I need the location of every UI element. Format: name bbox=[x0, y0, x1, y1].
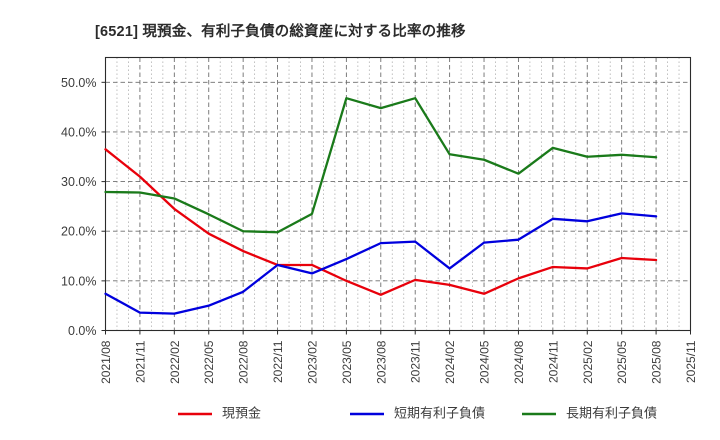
y-axis-tick-label: 10.0% bbox=[61, 274, 96, 288]
x-axis-tick-label: 2023/11 bbox=[409, 340, 423, 383]
x-axis-tick-label: 2024/08 bbox=[512, 340, 526, 384]
y-axis-tick-label: 30.0% bbox=[61, 175, 96, 189]
chart-legend: 現預金 短期有利子負債 長期有利子負債 bbox=[178, 405, 657, 420]
y-axis-tick-label: 40.0% bbox=[61, 125, 96, 139]
y-axis-tick-label: 20.0% bbox=[61, 225, 96, 239]
x-axis-tick-label: 2024/05 bbox=[478, 340, 492, 384]
y-axis-ticks: 0.0% 10.0% 20.0% 30.0% 40.0% 50.0% bbox=[61, 76, 106, 338]
major-gridlines bbox=[105, 57, 691, 331]
x-axis-tick-label: 2022/05 bbox=[202, 340, 216, 384]
y-axis-tick-label: 50.0% bbox=[61, 76, 96, 90]
x-axis-tick-label: 2023/08 bbox=[374, 340, 388, 384]
x-axis-tick-label: 2021/08 bbox=[99, 340, 113, 384]
legend-label: 短期有利子負債 bbox=[394, 405, 485, 420]
y-axis-tick-label: 0.0% bbox=[68, 324, 97, 338]
x-axis-tick-label: 2023/05 bbox=[340, 340, 354, 384]
series-line-短期有利子負債 bbox=[104, 212, 658, 315]
series-lines bbox=[104, 97, 658, 315]
x-axis-tick-label: 2025/11 bbox=[684, 340, 698, 383]
x-axis-tick-label: 2025/02 bbox=[581, 340, 595, 384]
series-line-現預金 bbox=[104, 148, 658, 296]
x-axis-tick-label: 2025/05 bbox=[615, 340, 629, 384]
x-axis-tick-label: 2022/08 bbox=[237, 340, 251, 384]
x-axis-tick-label: 2023/02 bbox=[305, 340, 319, 384]
plot-border bbox=[104, 56, 692, 332]
minor-gridlines bbox=[116, 57, 680, 331]
x-axis-tick-label: 2025/08 bbox=[650, 340, 664, 384]
series-line-長期有利子負債 bbox=[104, 97, 658, 234]
legend-label: 長期有利子負債 bbox=[566, 405, 657, 420]
x-axis-tick-label: 2021/11 bbox=[133, 340, 147, 383]
chart-title: [6521] 現預金、有利子負債の総資産に対する比率の推移 bbox=[95, 24, 466, 40]
legend-label: 現預金 bbox=[222, 405, 261, 420]
x-axis-tick-label: 2022/02 bbox=[168, 340, 182, 384]
x-axis-ticks: 2021/08 2021/11 2022/02 2022/05 2022/08 2022/… bbox=[99, 330, 698, 384]
x-axis-tick-label: 2022/11 bbox=[271, 340, 285, 383]
x-axis-tick-label: 2024/02 bbox=[443, 340, 457, 384]
x-axis-tick-label: 2024/11 bbox=[546, 340, 560, 383]
